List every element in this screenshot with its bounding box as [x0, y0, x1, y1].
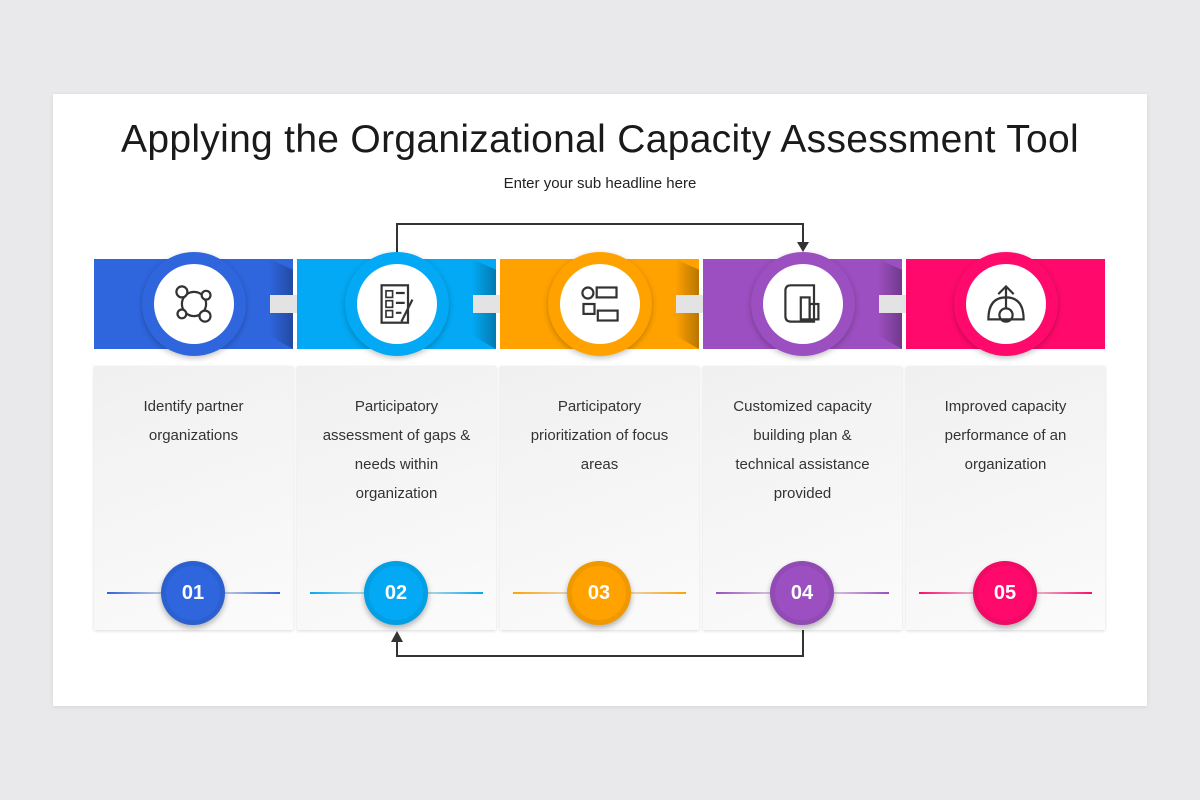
step-icon-circle	[966, 264, 1046, 344]
checklist-icon	[380, 284, 414, 324]
step-card: Participatory prioritization of focus ar…	[500, 366, 699, 630]
step-icon-ring	[751, 252, 855, 356]
step-number-badge: 02	[364, 561, 428, 625]
step-icon-ring	[548, 252, 652, 356]
step-icon-ring	[345, 252, 449, 356]
step-description: Participatory prioritization of focus ar…	[530, 398, 669, 473]
step-card: Participatory assessment of gaps & needs…	[297, 366, 496, 630]
step-icon-ring	[142, 252, 246, 356]
step-description: Identify partner organizations	[143, 398, 244, 444]
step-number-badge: 01	[161, 561, 225, 625]
step-number-badge: 03	[567, 561, 631, 625]
top-connector-arrowhead	[797, 242, 809, 252]
step-card: Customized capacity building plan & tech…	[703, 366, 902, 630]
bottom-connector-arrowhead	[391, 631, 403, 642]
step-number-badge: 04	[770, 561, 834, 625]
step-description: Participatory assessment of gaps & needs…	[322, 398, 471, 502]
blueprint-building-icon	[784, 284, 820, 323]
step-icon-circle	[560, 264, 640, 344]
bottom-connector	[396, 626, 804, 657]
page-title: Applying the Organizational Capacity Ass…	[121, 118, 1079, 161]
step-icon-ring	[954, 252, 1058, 356]
partner-network-icon	[175, 285, 212, 323]
step-description: Customized capacity building plan & tech…	[733, 398, 872, 502]
step-icon-circle	[763, 264, 843, 344]
subtitle: Enter your sub headline here	[503, 175, 697, 192]
step-card: Identify partner organizations 01	[94, 366, 293, 630]
step-icon-circle	[154, 264, 234, 344]
growth-gear-icon	[987, 284, 1025, 323]
step-number-badge: 05	[973, 561, 1037, 625]
step-icon-circle	[357, 264, 437, 344]
step-card: Improved capacity performance of an orga…	[906, 366, 1105, 630]
priority-list-icon	[581, 286, 619, 322]
top-connector	[396, 223, 804, 258]
step-description: Improved capacity performance of an orga…	[944, 398, 1067, 473]
